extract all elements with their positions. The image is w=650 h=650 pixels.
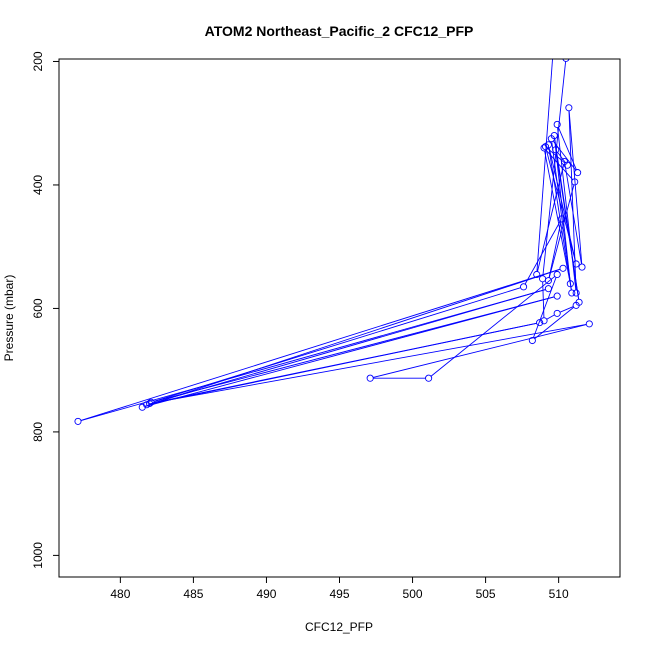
x-tick-label: 490	[256, 587, 276, 601]
series-line-segment	[152, 323, 587, 404]
data-point	[74, 417, 82, 425]
series-line-segment	[554, 138, 580, 300]
x-axis: 480 485 490 495 500 505 510	[110, 577, 569, 601]
y-tick-label: 200	[31, 51, 45, 71]
data-point	[528, 336, 536, 345]
data-point	[540, 317, 548, 325]
data-point	[558, 215, 566, 223]
data-point	[568, 289, 576, 297]
series-line-segment	[546, 314, 555, 320]
series-line-segment	[533, 277, 557, 338]
data-point	[366, 374, 374, 382]
data-point	[566, 280, 574, 288]
x-tick-label: 500	[403, 587, 423, 601]
series-lines	[80, 59, 587, 422]
series-line-segment	[430, 276, 556, 377]
series-line-segment	[524, 221, 561, 285]
data-point	[553, 270, 561, 279]
y-axis-label: Pressure (mbar)	[2, 275, 16, 362]
data-point	[146, 399, 154, 408]
series-line-segment	[145, 268, 561, 407]
series-line-segment	[548, 147, 576, 262]
data-point	[536, 319, 544, 327]
data-point	[552, 146, 560, 154]
x-axis-label: CFC12_PFP	[305, 620, 373, 634]
series-line-segment	[534, 306, 575, 339]
series-line-segment	[536, 59, 553, 272]
series-line-segment	[80, 289, 546, 422]
series-line-segment	[542, 61, 567, 276]
data-point	[425, 374, 433, 382]
data-point	[578, 263, 586, 271]
data-point	[559, 264, 567, 272]
series-line-segment	[548, 147, 572, 291]
x-tick-label: 495	[329, 587, 349, 601]
y-tick-label: 600	[31, 298, 45, 318]
series-line-segment	[145, 296, 555, 407]
series-line-segment	[373, 324, 587, 378]
data-point	[574, 169, 582, 177]
y-tick-label: 400	[31, 175, 45, 195]
series-line-segment	[80, 268, 561, 421]
data-point	[553, 309, 561, 317]
series-line-segment	[152, 322, 537, 404]
series-line-segment	[557, 127, 577, 170]
data-point	[562, 59, 570, 62]
series-line-segment	[542, 281, 545, 318]
y-axis: 200 400 600 800 1000	[31, 51, 59, 569]
data-point	[533, 270, 541, 279]
x-tick-label: 505	[476, 587, 496, 601]
data-point	[544, 285, 552, 293]
series-line-segment	[544, 150, 571, 281]
chart-title: ATOM2 Northeast_Pacific_2 CFC12_PFP	[205, 23, 474, 39]
series-points	[74, 59, 593, 425]
data-point	[520, 283, 528, 291]
series-line-segment	[557, 151, 566, 163]
data-point	[572, 289, 580, 297]
series-line-segment	[568, 110, 583, 265]
series-line-segment	[548, 184, 575, 278]
y-tick-label: 1000	[31, 542, 45, 569]
data-point	[539, 275, 547, 283]
series-line-segment	[149, 289, 546, 405]
data-point	[540, 144, 548, 152]
data-point	[541, 143, 550, 151]
data-point	[571, 178, 579, 186]
series-line-segment	[548, 221, 562, 278]
data-point	[553, 292, 561, 300]
x-tick-label: 480	[110, 587, 130, 601]
data-point	[563, 161, 571, 169]
series-line-segment	[545, 149, 573, 180]
data-point	[565, 104, 573, 112]
series-line-segment	[559, 306, 574, 313]
x-tick-label: 485	[183, 587, 203, 601]
plot-frame	[58, 58, 621, 578]
data-point	[553, 120, 561, 128]
x-tick-label: 510	[549, 587, 569, 601]
data-point	[550, 132, 558, 140]
data-point	[585, 320, 593, 328]
data-point	[572, 301, 580, 309]
y-tick-label: 800	[31, 422, 45, 442]
data-point	[572, 260, 580, 268]
